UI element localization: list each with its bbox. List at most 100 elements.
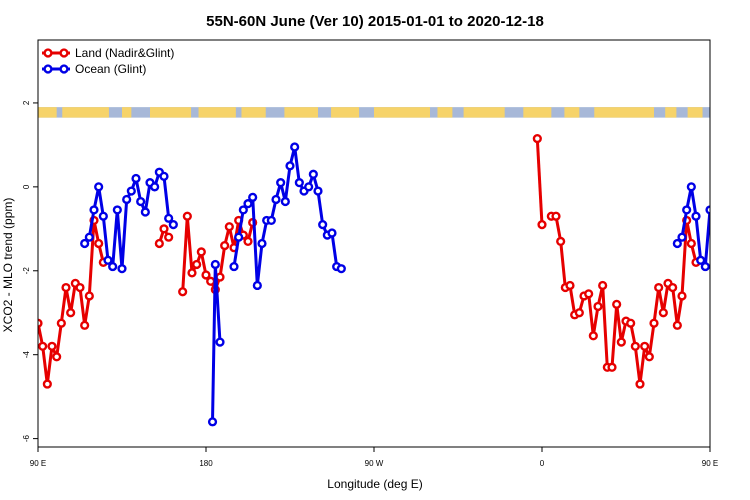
x-tick-label: 0 — [540, 459, 545, 468]
map-land-patch — [564, 107, 580, 118]
y-tick-label: 0 — [22, 184, 31, 189]
data-point-ocean — [691, 211, 701, 221]
data-point-ocean — [716, 196, 723, 203]
data-point-ocean — [677, 232, 687, 242]
data-point-land — [686, 238, 696, 249]
data-point-ocean — [304, 182, 314, 192]
data-point-land — [42, 379, 52, 389]
map-land-patch — [38, 107, 57, 118]
data-point-land — [616, 337, 626, 347]
plot-frame — [37, 39, 711, 448]
legend-marker-land — [59, 48, 69, 58]
data-point-land — [94, 238, 104, 249]
data-point-land — [38, 318, 43, 328]
data-point-ocean — [257, 238, 267, 249]
data-point-ocean — [80, 238, 90, 249]
x-axis-label: Longitude (deg E) — [327, 477, 422, 491]
data-point-land — [556, 236, 566, 247]
data-point-land — [201, 270, 211, 280]
legend-marker-ocean — [59, 64, 69, 74]
map-land-patch — [523, 107, 552, 118]
map-land-patch — [284, 107, 318, 118]
x-tick-label: 90 E — [30, 459, 46, 468]
data-point-ocean — [280, 196, 290, 207]
map-land-patch — [437, 107, 453, 118]
legend-label-ocean: Ocean (Glint) — [75, 62, 146, 76]
data-point-land — [84, 291, 94, 301]
map-land-patch — [62, 107, 109, 118]
data-point-land — [551, 211, 561, 221]
data-point-ocean — [711, 265, 718, 272]
map-land-patch — [463, 107, 505, 118]
map-land-patch — [687, 107, 703, 118]
data-point-land — [56, 318, 66, 328]
data-point-land — [565, 280, 575, 291]
data-point-ocean — [112, 205, 122, 215]
data-point-ocean — [140, 207, 150, 217]
data-point-land — [192, 259, 202, 270]
data-point-land — [75, 282, 85, 293]
series-line-land — [535, 138, 544, 225]
data-point-ocean — [266, 215, 276, 226]
chart-title: 55N-60N June (Ver 10) 2015-01-01 to 2020… — [206, 13, 544, 30]
data-point-land — [612, 299, 622, 309]
data-point-ocean — [248, 192, 258, 202]
data-point-ocean — [234, 232, 244, 242]
data-point-ocean — [84, 232, 94, 242]
data-point-land — [38, 341, 48, 351]
data-point-land — [672, 320, 682, 330]
map-land-patch — [122, 107, 132, 118]
legend: Land (Nadir&Glint) Ocean (Glint) — [42, 46, 174, 76]
data-point-ocean — [318, 220, 328, 230]
data-point-ocean — [164, 213, 174, 223]
data-point-ocean — [238, 205, 248, 215]
data-point-ocean — [136, 196, 146, 207]
data-point-land — [630, 341, 640, 351]
data-point-ocean — [229, 261, 239, 272]
data-point-ocean — [700, 261, 710, 272]
y-tick-label: -6 — [22, 435, 31, 443]
data-point-ocean — [327, 228, 337, 238]
data-point-land — [607, 362, 617, 372]
data-point-land — [598, 280, 608, 291]
data-point-land — [584, 289, 594, 299]
data-point-land — [668, 282, 678, 293]
axes-layer: 90 E 180 90 W 0 90 E 2 0 -2 -4 -6 — [22, 39, 718, 468]
data-point-land — [182, 211, 192, 221]
data-point-land — [47, 341, 57, 351]
data-point-land — [574, 308, 584, 318]
x-tick-label: 90 E — [702, 459, 718, 468]
series-line-ocean — [676, 185, 710, 269]
data-point-ocean — [150, 182, 160, 192]
data-point-land — [220, 240, 230, 251]
data-point-land — [61, 282, 71, 293]
data-point-ocean — [336, 264, 346, 274]
data-point-ocean — [108, 261, 118, 272]
data-point-land — [640, 341, 650, 351]
data-point-land — [644, 352, 654, 362]
y-tick-label: -4 — [22, 351, 31, 359]
data-point-ocean — [159, 171, 169, 181]
data-point-ocean — [98, 211, 108, 221]
data-point-ocean — [207, 417, 218, 427]
data-point-land — [66, 308, 76, 318]
data-point-ocean — [210, 259, 220, 270]
legend-marker-ocean — [43, 64, 53, 74]
data-point-land — [243, 236, 253, 247]
data-point-land — [178, 287, 188, 297]
data-point-land — [635, 379, 645, 389]
legend-label-land: Land (Nadir&Glint) — [75, 46, 174, 60]
data-point-ocean — [131, 173, 141, 184]
data-point-ocean — [276, 178, 286, 188]
data-point-ocean — [686, 182, 696, 192]
data-point-ocean — [126, 186, 136, 196]
data-point-land — [588, 331, 598, 341]
map-land-patch — [241, 107, 266, 118]
data-point-land — [593, 301, 603, 312]
data-point-ocean — [89, 205, 99, 215]
map-land-patch — [198, 107, 236, 118]
map-land-patch — [374, 107, 430, 118]
x-tick-label: 90 W — [365, 459, 384, 468]
